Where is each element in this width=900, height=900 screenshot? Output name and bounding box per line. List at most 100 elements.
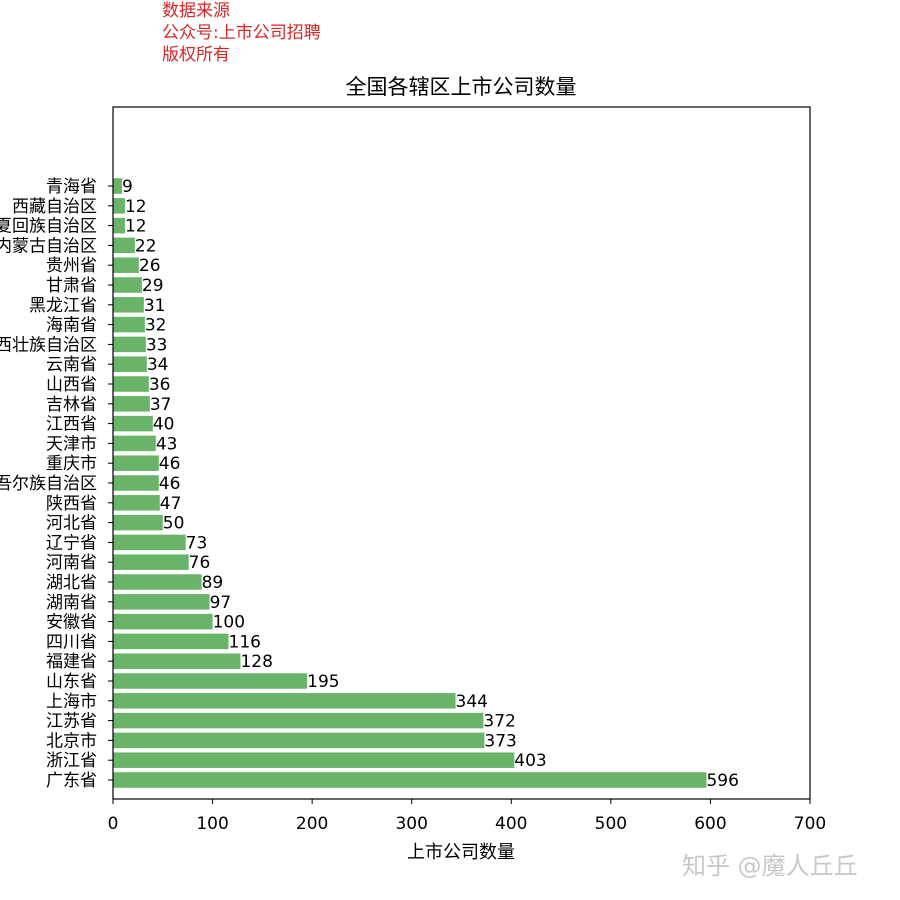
y-tick-label: 西藏自治区 (12, 197, 97, 217)
data-label: 403 (514, 751, 546, 771)
bar (113, 594, 210, 610)
x-tick-label: 500 (595, 814, 627, 834)
data-label: 372 (483, 712, 515, 732)
data-label: 46 (159, 454, 181, 474)
bar (113, 297, 144, 313)
data-label: 128 (240, 652, 272, 672)
data-label: 373 (484, 731, 516, 751)
data-label: 43 (156, 434, 178, 454)
y-tick-label: 甘肃省 (46, 276, 97, 296)
bar (113, 415, 153, 432)
y-tick-label: 宁夏回族自治区 (0, 217, 97, 237)
data-label: 26 (139, 256, 161, 276)
y-tick-label: 山东省 (46, 672, 97, 692)
bar (113, 712, 484, 729)
source-note-line: 数据来源 (162, 1, 230, 21)
bar (113, 613, 213, 630)
y-tick-label: 上海市 (46, 692, 97, 712)
y-tick-label: 贵州省 (46, 256, 97, 276)
y-tick-label: 重庆市 (46, 454, 97, 474)
x-tick-label: 400 (495, 814, 527, 834)
bar (113, 237, 135, 254)
x-axis-title: 上市公司数量 (407, 842, 515, 863)
y-axis: 广东省浙江省北京市江苏省上海市山东省福建省四川省安徽省湖南省湖北省河南省辽宁省河… (0, 177, 113, 791)
data-label: 76 (189, 553, 211, 573)
chart-title: 全国各辖区上市公司数量 (346, 75, 577, 99)
x-tick-label: 0 (108, 814, 119, 834)
source-note: 数据来源 公众号:上市公司招聘 版权所有 (162, 0, 321, 66)
y-tick-label: 山西省 (46, 375, 97, 395)
data-label: 46 (159, 474, 181, 494)
bar (113, 514, 163, 531)
bar (113, 554, 189, 570)
bar (113, 435, 156, 452)
data-label: 36 (149, 375, 171, 395)
data-label: 97 (210, 593, 232, 613)
bar (113, 653, 241, 669)
y-tick-label: 云南省 (46, 355, 97, 375)
source-note-line: 公众号:上市公司招聘 (162, 23, 321, 43)
x-tick-label: 100 (196, 814, 228, 834)
x-tick-label: 200 (296, 814, 328, 834)
bars-layer (113, 178, 707, 788)
y-tick-label: 内蒙古自治区 (0, 236, 97, 256)
y-tick-label: 安徽省 (46, 613, 97, 633)
data-label: 31 (144, 296, 166, 316)
bar (113, 732, 485, 749)
y-tick-label: 湖北省 (46, 573, 97, 593)
data-label: 34 (147, 355, 169, 375)
bar (113, 475, 159, 491)
data-label: 47 (160, 494, 182, 514)
bar (113, 257, 139, 273)
data-label: 37 (150, 395, 172, 415)
bar (113, 752, 515, 768)
data-label: 22 (135, 236, 157, 256)
y-tick-label: 陕西省 (46, 494, 97, 514)
bar (113, 633, 229, 650)
data-label: 596 (706, 771, 738, 791)
bar (113, 178, 122, 194)
y-tick-label: 福建省 (46, 652, 97, 672)
y-tick-label: 辽宁省 (46, 533, 97, 553)
y-tick-label: 广东省 (46, 771, 97, 791)
y-tick-label: 江苏省 (46, 712, 97, 732)
bar (113, 316, 145, 333)
x-tick-label: 300 (395, 814, 427, 834)
data-label: 50 (163, 514, 185, 534)
bar (113, 396, 150, 412)
x-tick-label: 600 (694, 814, 726, 834)
x-tick-label: 700 (794, 814, 826, 834)
bar (113, 376, 149, 392)
y-tick-label: 天津市 (46, 434, 97, 454)
bar (113, 772, 707, 788)
y-tick-label: 浙江省 (46, 751, 97, 771)
y-tick-label: 江西省 (46, 415, 97, 435)
y-tick-label: 北京市 (46, 731, 97, 751)
data-label: 195 (307, 672, 339, 692)
watermark: 知乎 @魔人丘丘 (682, 852, 858, 880)
data-label: 73 (186, 533, 208, 553)
data-label: 89 (202, 573, 224, 593)
data-label: 40 (153, 415, 175, 435)
y-tick-label: 四川省 (46, 632, 97, 652)
bar (113, 534, 186, 551)
data-label: 33 (146, 335, 168, 355)
bar (113, 356, 147, 372)
bar (113, 336, 146, 353)
bar (113, 574, 202, 590)
plot-frame (112, 106, 811, 800)
bar (113, 277, 142, 293)
bar (113, 455, 159, 471)
data-label: 12 (125, 217, 147, 237)
bar (113, 673, 308, 689)
data-label: 32 (145, 316, 167, 336)
bar (113, 217, 125, 234)
y-tick-label: 广西壮族自治区 (0, 335, 97, 355)
data-label: 12 (125, 197, 147, 217)
bar (113, 693, 456, 709)
data-label: 344 (456, 692, 488, 712)
source-note-line: 版权所有 (162, 45, 230, 65)
data-labels: 5964033733723441951281161009789767350474… (122, 177, 739, 791)
bar (113, 495, 160, 511)
y-tick-label: 河北省 (46, 514, 97, 534)
